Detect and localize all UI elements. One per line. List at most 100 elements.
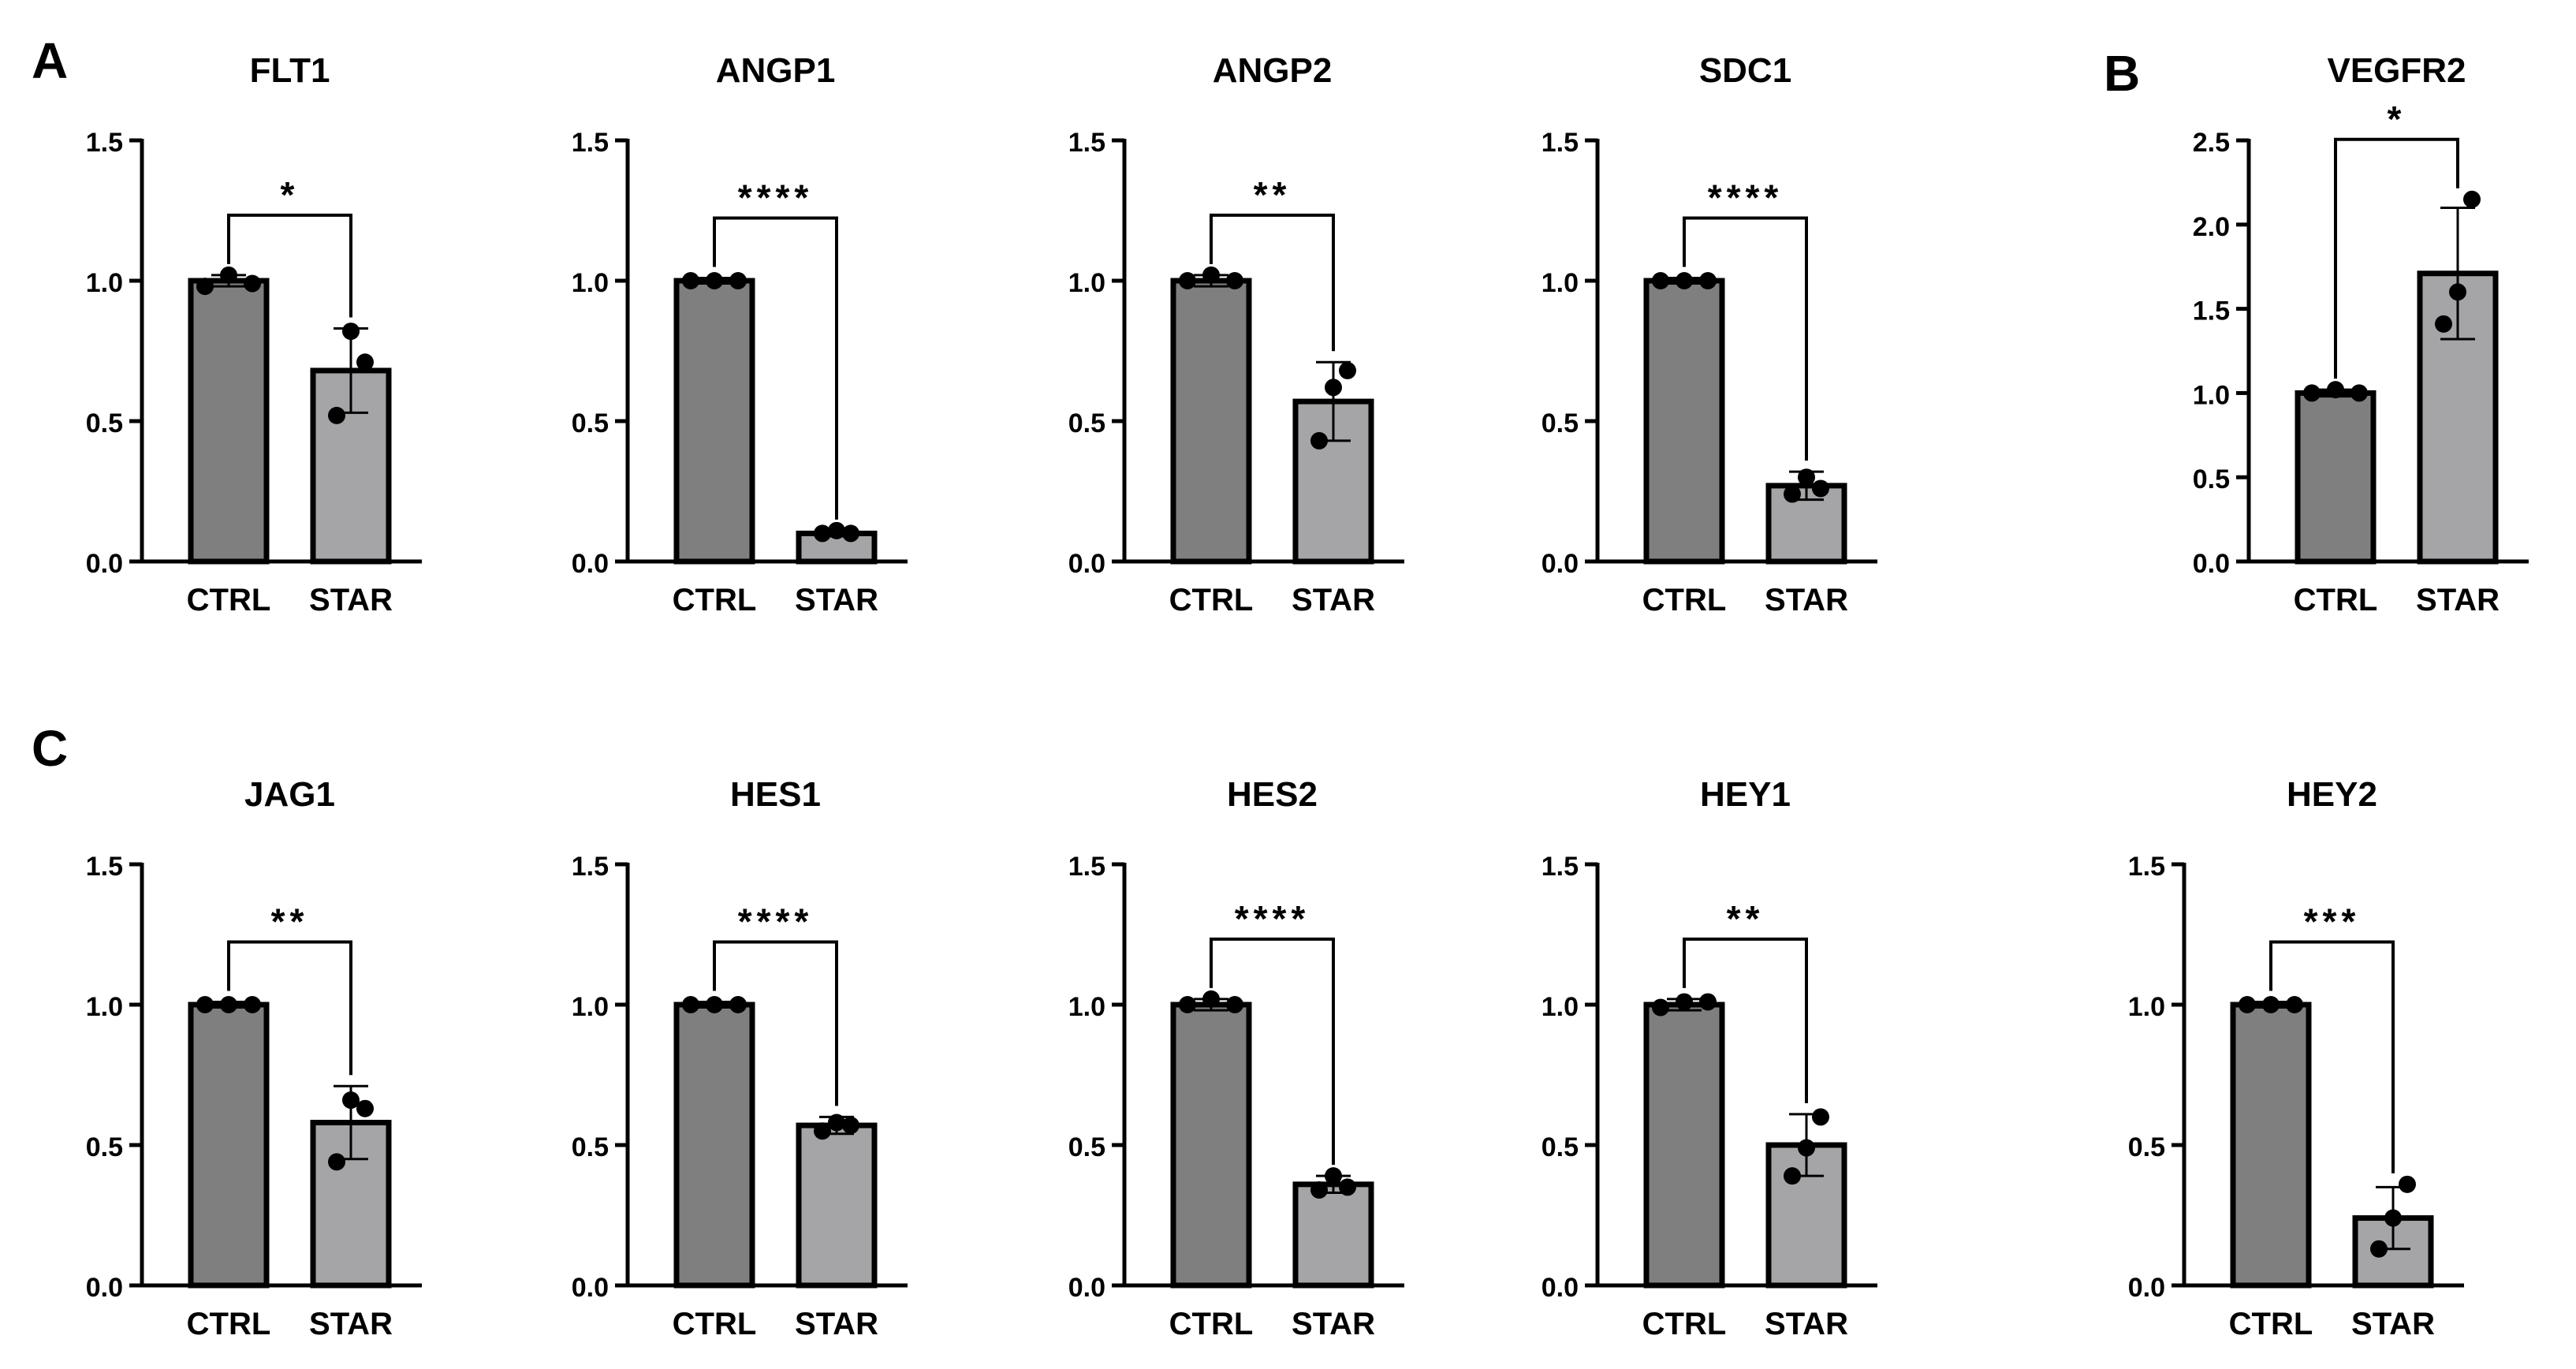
x-tick-label: CTRL (1169, 583, 1254, 617)
bar-ctrl (673, 1002, 755, 1289)
data-point (1798, 1139, 1815, 1157)
chart-title: ANGP2 (1213, 51, 1333, 90)
x-tick-label: STAR (1292, 1307, 1375, 1341)
chart-title: JAG1 (244, 775, 335, 814)
panel-label-a: A (32, 32, 69, 89)
x-tick-label: STAR (1292, 583, 1375, 617)
subplot-hey2: HEY2 0.0 0.5 1.0 1.5 CTRL STAR *** (2128, 775, 2464, 1341)
data-point (828, 521, 845, 539)
y-tick-label: 1.5 (2193, 297, 2230, 326)
data-point (2327, 381, 2344, 399)
data-point (244, 274, 261, 293)
y-tick-label: 1.5 (86, 128, 123, 158)
y-tick-label: 1.0 (1541, 268, 1579, 298)
y-tick-label: 0.5 (86, 1132, 123, 1162)
data-point (2384, 1209, 2402, 1227)
data-point (244, 996, 261, 1013)
data-point (814, 1122, 831, 1140)
data-point (842, 1117, 859, 1135)
x-tick-label: CTRL (2229, 1307, 2313, 1341)
significance-bracket (1210, 213, 1335, 352)
y-tick-label: 1.0 (1068, 268, 1105, 298)
data-point (328, 1153, 345, 1171)
panel-label-c: C (32, 720, 69, 777)
data-point (729, 996, 747, 1013)
data-point (342, 323, 360, 341)
significance-label: **** (1235, 898, 1310, 939)
chart-title: FLT1 (250, 51, 330, 90)
data-point (2286, 996, 2303, 1013)
y-tick-label: 1.0 (572, 992, 609, 1022)
significance-bracket (2334, 137, 2459, 379)
data-point (328, 406, 345, 424)
y-tick-label: 0.0 (1068, 549, 1105, 579)
x-tick-label: CTRL (1642, 1307, 1727, 1341)
x-tick-label: CTRL (1642, 583, 1727, 617)
y-tick-label: 1.0 (2128, 992, 2165, 1022)
bar-star (1292, 1181, 1374, 1289)
subplot-flt1: FLT1 0.0 0.5 1.0 1.5 CTRL STAR * (86, 51, 422, 617)
data-point (814, 524, 831, 543)
y-tick-label: 0.0 (1541, 1273, 1579, 1303)
data-point (1676, 993, 1693, 1011)
chart-title: HEY1 (1700, 775, 1791, 814)
x-tick-label: STAR (795, 583, 878, 617)
y-tick-label: 1.5 (572, 852, 609, 882)
y-tick-label: 1.5 (1068, 852, 1105, 882)
y-tick-label: 0.5 (572, 1132, 609, 1162)
data-point (1784, 1167, 1801, 1185)
data-point (1812, 1108, 1829, 1126)
data-point (1202, 990, 1220, 1008)
data-point (682, 272, 699, 289)
data-point (342, 1091, 360, 1110)
bar-star (796, 1122, 878, 1289)
data-point (1812, 479, 1829, 498)
data-point (1699, 272, 1717, 289)
chart-title: VEGFR2 (2327, 51, 2466, 90)
bar-star (310, 1120, 392, 1289)
data-point (1339, 361, 1356, 379)
significance-bracket (1683, 937, 1808, 1103)
subplot-angp2: ANGP2 0.0 0.5 1.0 1.5 CTRL STAR ** (1068, 51, 1404, 617)
bar-ctrl (1170, 278, 1252, 565)
data-point (2239, 996, 2256, 1013)
subplot-sdc1: SDC1 0.0 0.5 1.0 1.5 CTRL STAR **** (1541, 51, 1877, 617)
y-tick-label: 2.0 (2193, 212, 2230, 242)
data-point (1676, 272, 1693, 289)
y-tick-label: 1.5 (86, 852, 123, 882)
data-point (706, 272, 723, 289)
data-point (1339, 1178, 1356, 1196)
data-point (2449, 283, 2466, 301)
data-point (842, 524, 859, 543)
x-tick-label: CTRL (1169, 1307, 1254, 1341)
data-point (220, 266, 237, 284)
data-point (196, 996, 214, 1013)
bar-ctrl (2230, 1002, 2312, 1289)
y-tick-label: 1.0 (572, 268, 609, 298)
data-point (2262, 996, 2280, 1013)
bar-ctrl (1170, 1002, 1252, 1289)
significance-bracket (2269, 940, 2395, 1173)
y-tick-label: 1.0 (1068, 992, 1105, 1022)
data-point (1784, 485, 1801, 503)
data-point (1652, 272, 1669, 289)
y-tick-label: 1.5 (1541, 128, 1579, 158)
y-tick-label: 0.5 (86, 408, 123, 438)
y-tick-label: 2.5 (2193, 128, 2230, 158)
y-tick-label: 0.5 (2193, 464, 2230, 494)
bar-ctrl (188, 278, 270, 565)
bar-star (2417, 270, 2499, 565)
significance-bracket (1210, 937, 1335, 1166)
data-point (729, 272, 747, 289)
significance-bracket (227, 213, 352, 318)
y-tick-label: 1.5 (2128, 852, 2165, 882)
y-tick-label: 0.0 (2128, 1273, 2165, 1303)
subplot-jag1: JAG1 0.0 0.5 1.0 1.5 CTRL STAR ** (86, 775, 422, 1341)
data-point (356, 1099, 374, 1117)
y-tick-label: 0.5 (2128, 1132, 2165, 1162)
data-point (196, 278, 214, 296)
data-point (1325, 379, 1342, 397)
data-point (1310, 1181, 1328, 1199)
significance-label: ** (1254, 174, 1292, 215)
